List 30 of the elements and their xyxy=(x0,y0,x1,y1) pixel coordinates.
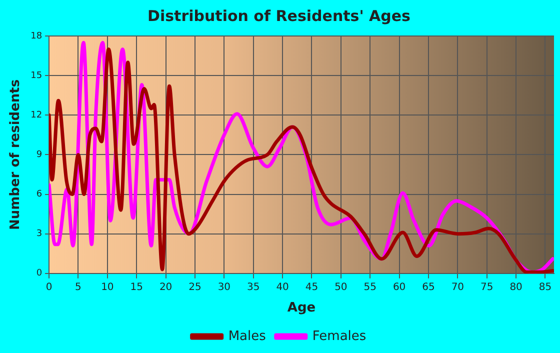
y-tick-label: 12 xyxy=(30,110,42,120)
x-tick-label: 85 xyxy=(538,282,552,293)
x-tick-label: 15 xyxy=(130,282,143,293)
x-tick-label: 40 xyxy=(276,282,289,293)
x-tick-label: 55 xyxy=(364,282,376,293)
x-axis-title: Age xyxy=(287,300,316,316)
x-tick-label: 0 xyxy=(46,282,52,293)
y-tick-label: 15 xyxy=(30,70,42,81)
x-tick-label: 50 xyxy=(334,282,348,293)
y-tick-label: 18 xyxy=(30,31,42,42)
y-tick-label: 3 xyxy=(36,229,42,240)
y-tick-label: 9 xyxy=(36,150,42,160)
x-tick-label: 10 xyxy=(101,282,114,293)
x-tick-label: 60 xyxy=(392,282,406,293)
x-tick-label: 20 xyxy=(159,282,172,293)
x-tick-label: 30 xyxy=(218,282,231,293)
x-tick-label: 65 xyxy=(422,282,435,293)
legend-label: Females xyxy=(312,328,366,344)
x-tick-label: 75 xyxy=(480,282,494,293)
x-tick-label: 25 xyxy=(188,282,202,293)
chart-title: Distribution of Residents' Ages xyxy=(148,6,411,25)
y-tick-label: 6 xyxy=(36,190,42,200)
x-tick-label: 80 xyxy=(510,282,522,293)
legend-label: Males xyxy=(228,328,266,344)
y-axis-title: Number of residents xyxy=(8,79,24,230)
x-tick-label: 35 xyxy=(247,282,260,293)
x-tick-label: 70 xyxy=(451,282,464,293)
y-tick-label: 0 xyxy=(36,268,42,279)
x-tick-label: 45 xyxy=(305,282,318,293)
x-tick-label: 5 xyxy=(75,282,82,293)
